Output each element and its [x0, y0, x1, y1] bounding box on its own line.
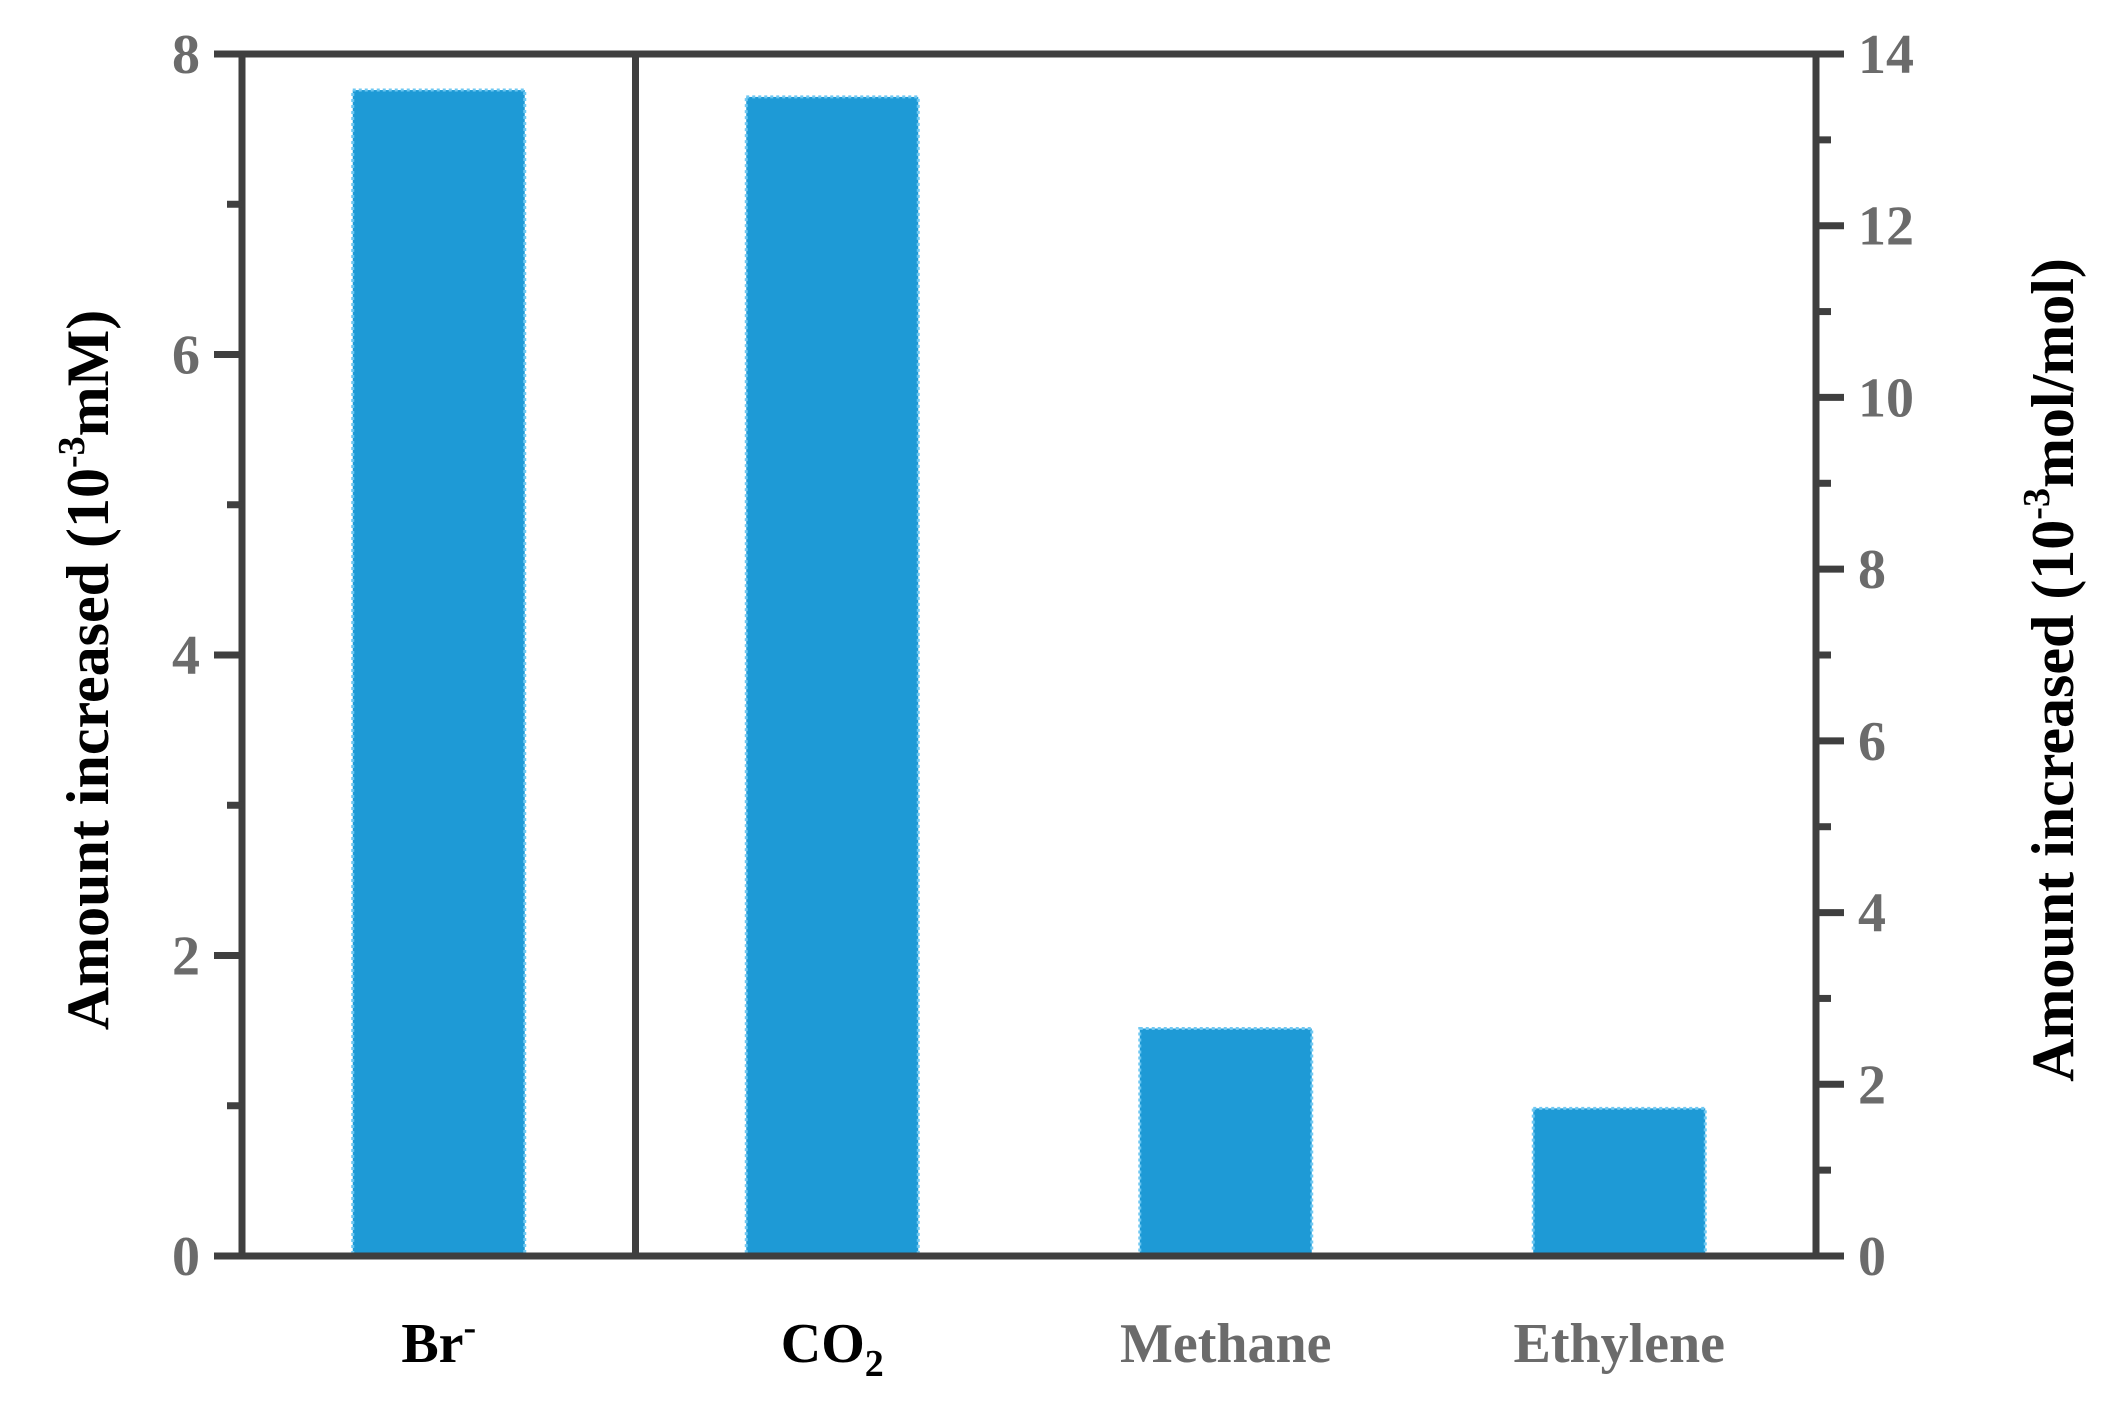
- category-labels: Br- CO2 Methane Ethylene: [401, 1307, 1725, 1385]
- right-axis-title-superscript: -3: [2016, 488, 2058, 520]
- left-tick-label: 8: [172, 24, 200, 86]
- right-tick-label: 0: [1858, 1226, 1886, 1288]
- right-tick-label: 8: [1858, 539, 1886, 601]
- right-tick-label: 10: [1858, 367, 1914, 429]
- category-label-3: Ethylene: [1513, 1313, 1725, 1375]
- bar-1: [744, 95, 920, 1258]
- right-tick-label: 2: [1858, 1054, 1886, 1116]
- right-tick-label: 14: [1858, 24, 1914, 86]
- right-axis-title-prefix: Amount increased (10: [2020, 520, 2086, 1082]
- left-axis-ticks: 0 2 4 6 8: [172, 24, 242, 1288]
- right-axis-title: Amount increased (10-3mol/mol): [2016, 258, 2086, 1082]
- left-tick-label: 6: [172, 325, 200, 387]
- left-axis-title: Amount increased (10-3mM): [51, 310, 121, 1030]
- left-tick-label: 2: [172, 926, 200, 988]
- left-tick-label: 4: [172, 625, 200, 687]
- right-axis-ticks: 0 2 4 6 8 10 12 14: [1816, 24, 1914, 1288]
- category-label-2: Methane: [1120, 1313, 1332, 1375]
- right-axis-title-suffix: mol/mol): [2020, 258, 2086, 488]
- axes: [214, 50, 1844, 1260]
- left-tick-label: 0: [172, 1226, 200, 1288]
- right-tick-label: 12: [1858, 196, 1914, 258]
- bar-2: [1138, 1026, 1314, 1258]
- category-label-0: Br-: [401, 1307, 476, 1375]
- bar-3: [1531, 1106, 1707, 1258]
- left-axis-title-suffix: mM): [55, 310, 121, 437]
- bar-series: [351, 88, 1707, 1258]
- right-tick-label: 4: [1858, 883, 1886, 945]
- bar-0: [351, 88, 527, 1258]
- left-axis-title-prefix: Amount increased (10: [55, 468, 121, 1030]
- left-axis-title-superscript: -3: [51, 436, 93, 468]
- right-tick-label: 6: [1858, 711, 1886, 773]
- category-label-1: CO2: [781, 1313, 884, 1385]
